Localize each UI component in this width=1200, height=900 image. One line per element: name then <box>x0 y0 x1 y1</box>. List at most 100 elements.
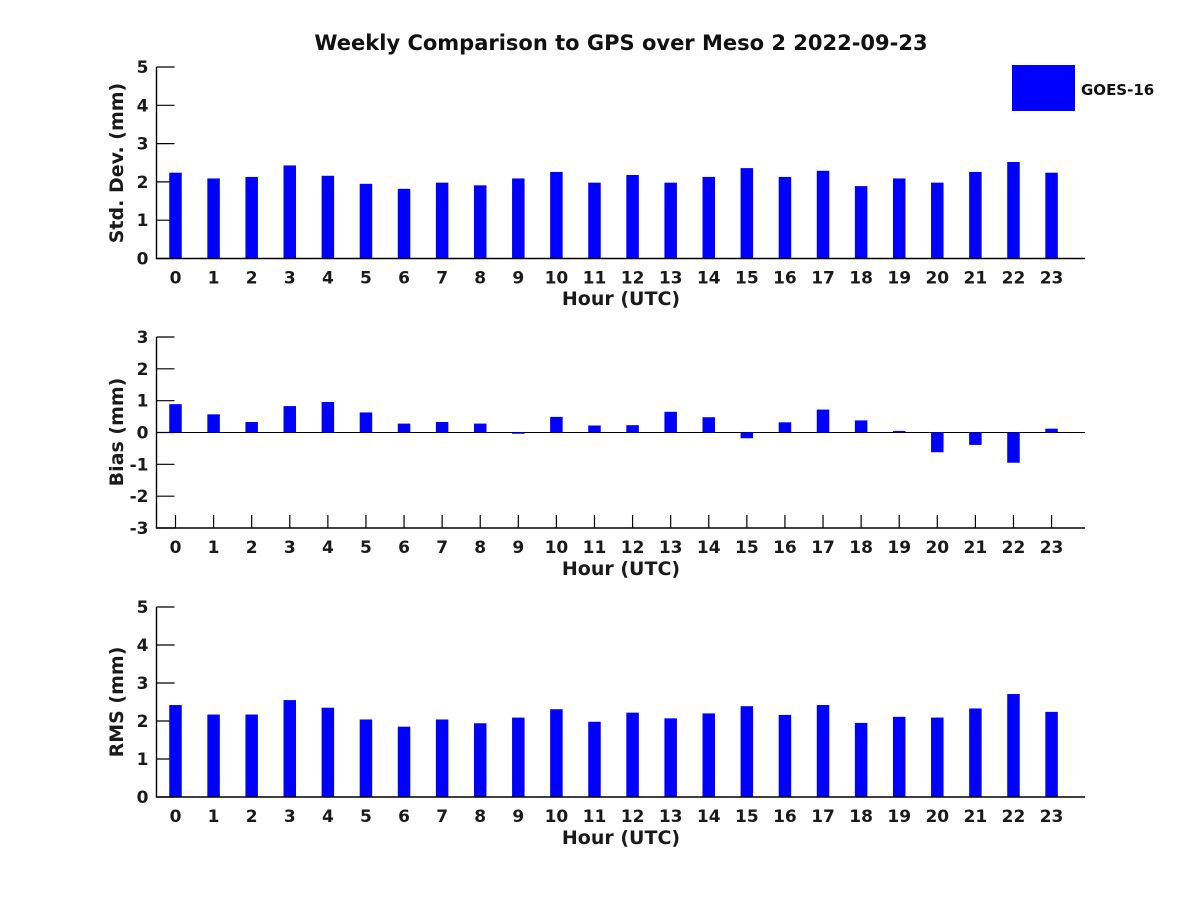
bar-rms-h12 <box>626 712 639 797</box>
bar-bias-h11 <box>588 425 601 433</box>
bar-bias-h23 <box>1045 428 1058 433</box>
bar-bias-h9 <box>512 432 525 434</box>
x-tick-label: 15 <box>735 538 759 558</box>
bar-rms-h15 <box>740 706 754 797</box>
x-tick-label: 22 <box>1002 807 1026 827</box>
chart-title: Weekly Comparison to GPS over Meso 2 202… <box>314 31 928 55</box>
x-tick-label: 0 <box>170 269 182 289</box>
y-tick-label: 0 <box>137 788 149 808</box>
bar-bias-h19 <box>892 430 906 433</box>
bar-bias-h7 <box>435 421 449 433</box>
x-tick-label: 6 <box>398 538 410 558</box>
bar-std-dev-h9 <box>512 178 525 259</box>
x-tick-label: 8 <box>474 269 486 289</box>
ylabel-rms: RMS (mm) <box>106 646 128 758</box>
bar-bias-h20 <box>931 432 944 453</box>
bar-rms-h1 <box>207 714 220 797</box>
bar-std-dev-h1 <box>207 178 220 259</box>
x-tick-label: 13 <box>659 807 683 827</box>
bar-bias-h18 <box>854 420 868 433</box>
bar-bias-h5 <box>359 412 373 433</box>
x-tick-label: 0 <box>170 538 182 558</box>
x-tick-label: 17 <box>811 538 835 558</box>
x-tick-label: 3 <box>284 807 296 827</box>
x-tick-label: 5 <box>360 269 372 289</box>
x-tick-label: 0 <box>170 807 182 827</box>
x-tick-label: 2 <box>246 538 258 558</box>
bar-rms-h20 <box>931 717 944 797</box>
bar-rms-h9 <box>512 717 525 797</box>
x-tick-label: 4 <box>322 538 334 558</box>
x-tick-label: 3 <box>284 269 296 289</box>
bar-rms-h17 <box>816 705 830 797</box>
bar-std-dev-h18 <box>854 186 868 259</box>
x-tick-label: 15 <box>735 269 759 289</box>
x-tick-label: 7 <box>436 807 448 827</box>
bar-bias-h16 <box>778 422 792 433</box>
y-tick-label: 1 <box>137 750 149 770</box>
x-tick-label: 19 <box>887 538 911 558</box>
x-tick-label: 2 <box>246 807 258 827</box>
bar-rms-h10 <box>550 709 563 797</box>
x-tick-label: 11 <box>583 807 607 827</box>
x-tick-label: 14 <box>697 538 721 558</box>
y-tick-label: 1 <box>137 392 149 412</box>
y-tick-label: 1 <box>137 211 149 231</box>
bar-std-dev-h14 <box>702 176 716 259</box>
bar-std-dev-h8 <box>473 185 487 259</box>
bar-std-dev-h4 <box>321 175 335 259</box>
x-tick-label: 23 <box>1040 807 1064 827</box>
x-tick-label: 21 <box>964 538 988 558</box>
x-tick-label: 21 <box>964 269 988 289</box>
bar-rms-h16 <box>778 714 792 797</box>
bar-bias-h4 <box>321 401 335 433</box>
x-tick-label: 20 <box>925 269 949 289</box>
x-tick-label: 3 <box>284 538 296 558</box>
y-tick-label: -3 <box>130 519 149 539</box>
y-tick-label: 2 <box>137 360 149 380</box>
x-tick-label: 16 <box>773 269 797 289</box>
y-tick-label: 2 <box>137 173 149 193</box>
bar-rms-h7 <box>435 719 449 797</box>
bar-rms-h13 <box>664 718 677 797</box>
bar-rms-h21 <box>969 708 982 797</box>
x-tick-label: 8 <box>474 538 486 558</box>
x-tick-label: 4 <box>322 269 334 289</box>
x-tick-label: 5 <box>360 807 372 827</box>
bar-std-dev-h0 <box>169 172 182 259</box>
bar-rms-h8 <box>473 723 487 797</box>
bar-bias-h13 <box>664 411 677 433</box>
bar-std-dev-h11 <box>588 182 601 259</box>
x-tick-label: 18 <box>849 538 873 558</box>
ylabel-bias: Bias (mm) <box>106 377 128 487</box>
legend-label-goes16: GOES-16 <box>1081 81 1155 99</box>
xlabel-hour-utc-panel1: Hour (UTC) <box>561 288 681 310</box>
y-tick-label: 5 <box>137 598 149 618</box>
y-tick-label: 2 <box>137 712 149 732</box>
bar-rms-h19 <box>892 716 906 797</box>
x-tick-label: 16 <box>773 807 797 827</box>
xlabel-hour-utc-panel2: Hour (UTC) <box>561 558 681 580</box>
bar-bias-h12 <box>626 425 639 433</box>
x-tick-label: 22 <box>1002 538 1026 558</box>
y-tick-label: -1 <box>130 455 149 475</box>
x-tick-label: 9 <box>512 538 524 558</box>
bar-std-dev-h21 <box>969 171 982 259</box>
bar-bias-h2 <box>245 421 258 433</box>
bar-rms-h14 <box>702 713 716 797</box>
x-tick-label: 18 <box>849 269 873 289</box>
bar-rms-h11 <box>588 721 601 797</box>
x-tick-label: 15 <box>735 807 759 827</box>
bar-bias-h15 <box>740 432 754 439</box>
x-tick-label: 5 <box>360 538 372 558</box>
x-tick-label: 11 <box>583 538 607 558</box>
x-tick-label: 22 <box>1002 269 1026 289</box>
bar-rms-h22 <box>1007 694 1020 797</box>
x-tick-label: 20 <box>925 538 949 558</box>
x-tick-label: 12 <box>621 269 645 289</box>
bar-std-dev-h13 <box>664 182 677 259</box>
x-tick-label: 6 <box>398 807 410 827</box>
